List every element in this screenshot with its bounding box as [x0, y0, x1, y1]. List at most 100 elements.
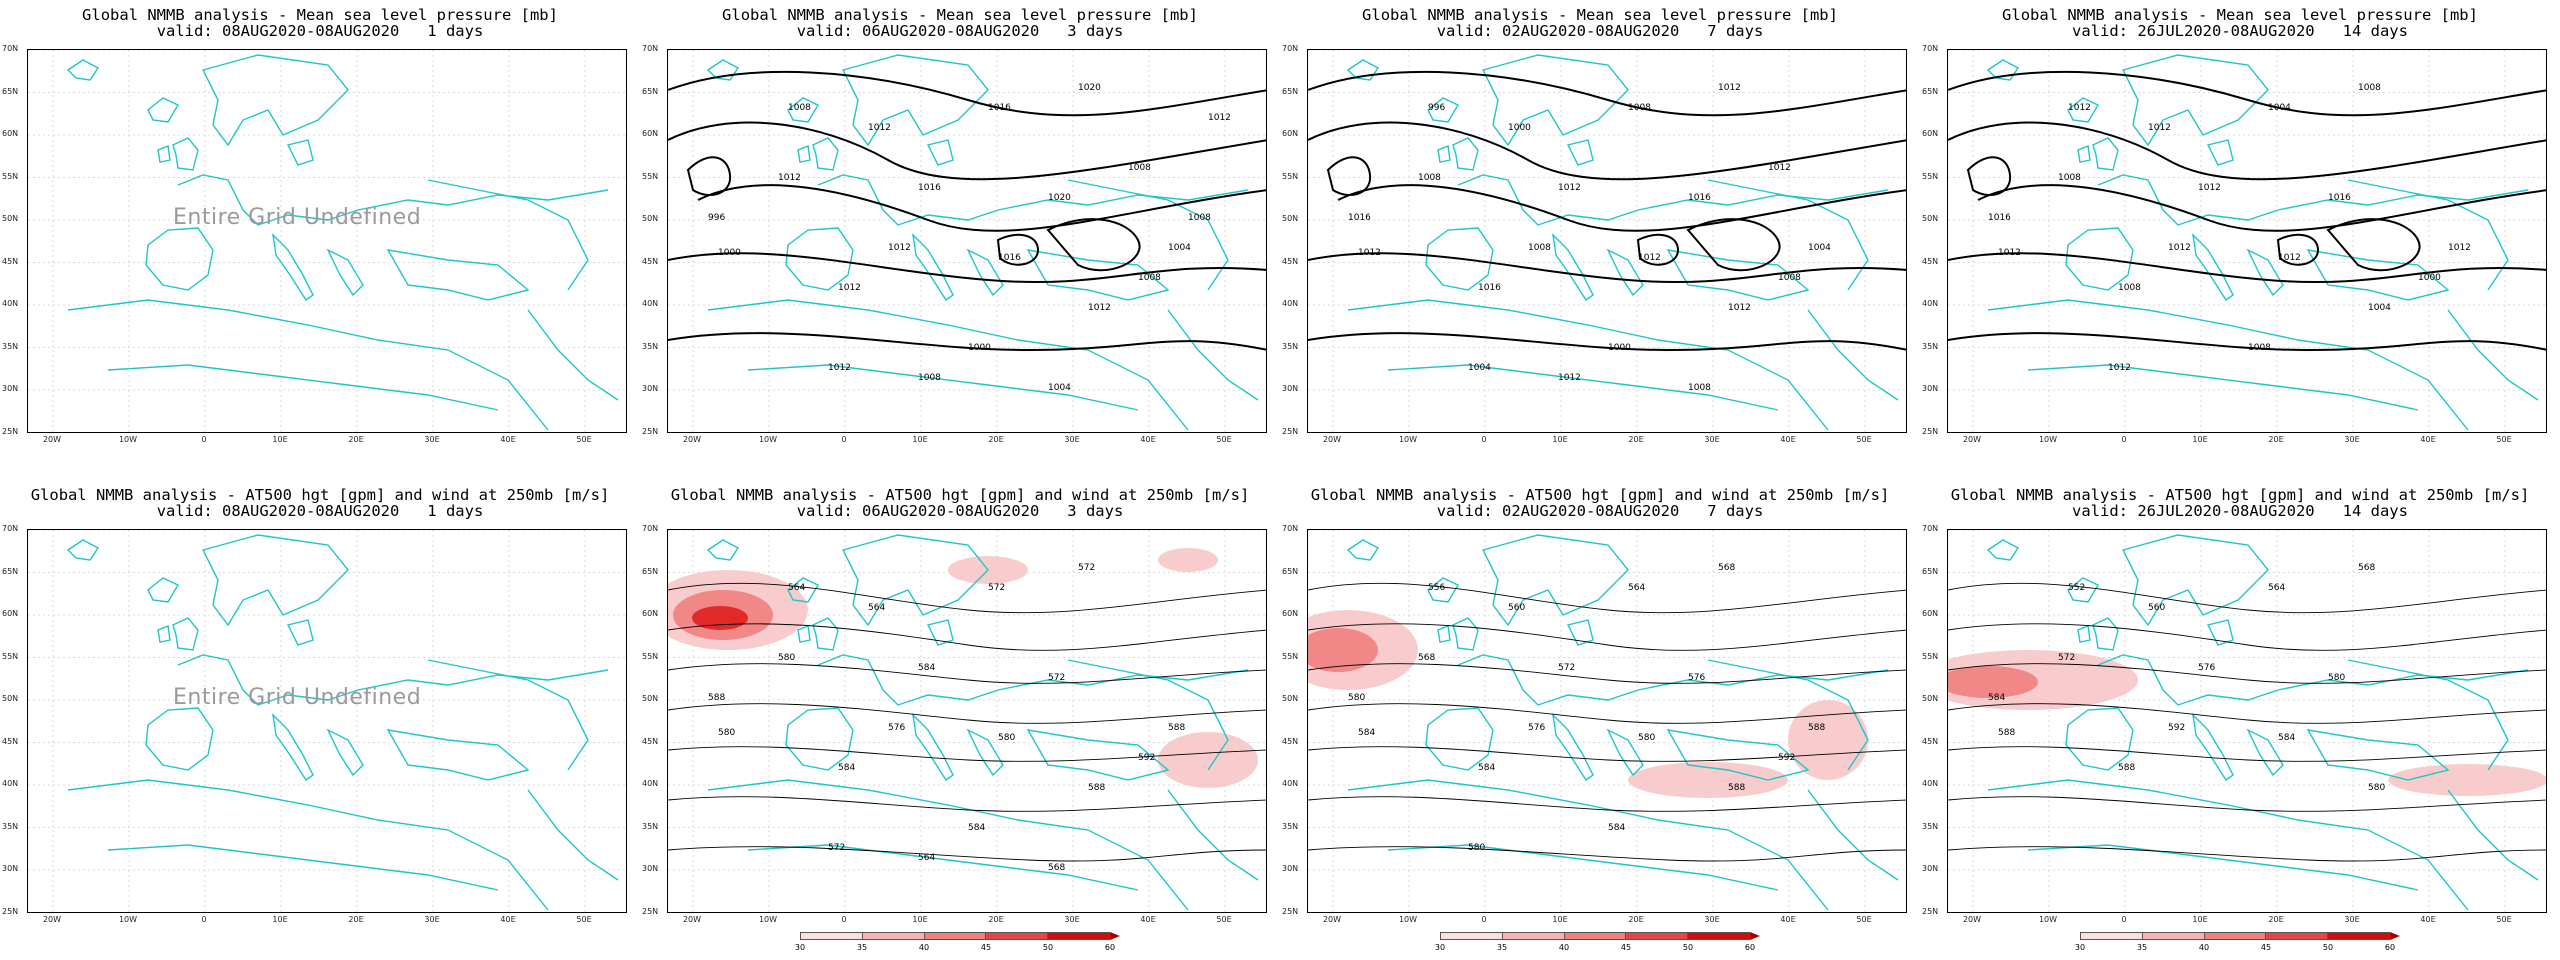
coastline	[1707, 179, 1869, 291]
contour-label: 1016	[998, 253, 1021, 263]
lat-label: 50N	[2, 214, 19, 223]
contour-label: 572	[1078, 563, 1095, 573]
height-contour	[668, 746, 1266, 762]
contour-label: 584	[968, 823, 985, 833]
coastline	[1425, 227, 1494, 291]
isobar	[668, 121, 1266, 181]
coastline	[1551, 713, 1594, 781]
colorbar-max-arrow	[2390, 932, 2400, 940]
isobar	[996, 233, 1040, 266]
colorbar-tick: 35	[1496, 943, 1508, 952]
colorbar-cell	[1501, 932, 1564, 940]
coastline	[2347, 659, 2509, 771]
coastline	[1666, 729, 1810, 781]
contour-label: 584	[2278, 733, 2295, 743]
coastline	[177, 654, 609, 706]
coastline	[326, 248, 364, 297]
contour-label: 564	[1628, 583, 1645, 593]
lon-label: 20W	[682, 435, 702, 444]
colorbar-tick: 30	[1434, 943, 1446, 952]
coastline	[817, 654, 1249, 706]
contour-label: 592	[1778, 753, 1795, 763]
coastline	[1457, 174, 1889, 226]
isobar	[1337, 184, 1906, 232]
contour-label: 572	[1558, 663, 1575, 673]
isobar	[1308, 252, 1906, 284]
lat-label: 50N	[1282, 214, 1299, 223]
lon-label: 40E	[500, 915, 516, 924]
colorbar-max-arrow	[1750, 932, 1760, 940]
lon-label: 10E	[272, 435, 288, 444]
coastline	[427, 179, 589, 291]
coastline	[2121, 54, 2269, 147]
isobar	[686, 156, 732, 196]
coastline	[2065, 227, 2134, 291]
lon-label: 30E	[1064, 435, 1080, 444]
colorbar-cell	[1047, 932, 1110, 940]
wind-shading	[1308, 628, 1378, 672]
lon-label: 50E	[576, 915, 592, 924]
contour-label: 1016	[1478, 283, 1501, 293]
panel-title: Global NMMB analysis - Mean sea level pr…	[722, 6, 1198, 24]
lon-label: 40E	[1140, 915, 1156, 924]
lat-label: 50N	[1922, 214, 1939, 223]
isobar	[2326, 218, 2421, 272]
panel-z500-14days: Global NMMB analysis - AT500 hgt [gpm] a…	[1920, 480, 2560, 960]
lat-label: 45N	[1922, 736, 1939, 746]
lon-label: 10E	[2192, 435, 2208, 444]
coastline	[841, 54, 989, 147]
colorbar-cell	[1687, 932, 1750, 940]
colorbar-tick: 40	[1558, 943, 1570, 952]
lon-label: 50E	[2496, 435, 2512, 444]
panel-z500-7days: Global NMMB analysis - AT500 hgt [gpm] a…	[1280, 480, 1920, 960]
contour-label: 1016	[1988, 213, 2011, 223]
lon-label: 10W	[1398, 915, 1418, 924]
height-contour	[1308, 582, 1906, 614]
lon-label: 10W	[1398, 435, 1418, 444]
map-plot: 564 564 572 572 580 584 572 588 580 576 580 584 588 5…	[668, 530, 1266, 912]
lat-label: 25N	[2, 906, 19, 916]
lat-label: 45N	[642, 256, 659, 266]
lon-label: 10E	[912, 435, 928, 444]
contour-label: 568	[1418, 653, 1435, 663]
isobar	[1046, 218, 1141, 272]
contour-label: 1012	[2068, 103, 2091, 113]
lon-label: 20E	[1628, 915, 1644, 924]
lat-label: 50N	[642, 694, 659, 703]
coastline	[286, 619, 314, 646]
isobar	[1308, 121, 1906, 181]
contour-label: 1008	[1688, 383, 1711, 393]
height-contour	[668, 663, 1266, 684]
lat-label: 55N	[2, 651, 19, 661]
contour-label: 1012	[888, 243, 911, 253]
contour-label: 1000	[718, 248, 741, 258]
lon-label: 10E	[1552, 435, 1568, 444]
colorbar-tick: 60	[1104, 943, 1116, 952]
contour-label: 584	[1478, 763, 1495, 773]
colorbar-cell	[985, 932, 1048, 940]
contour-label: 564	[868, 603, 885, 613]
height-contour	[1948, 846, 2546, 862]
coastline	[1987, 299, 2469, 431]
coastline	[1457, 654, 1889, 706]
height-contour	[668, 582, 1266, 614]
contour-label: 1008	[2358, 83, 2381, 93]
lat-label: 40N	[1922, 779, 1939, 788]
contour-label: 592	[2168, 723, 2185, 733]
coastline	[1347, 299, 1829, 431]
isobar	[1326, 156, 1372, 196]
coastline	[966, 248, 1004, 297]
contour-label: 1008	[2118, 283, 2141, 293]
coastline	[66, 539, 100, 561]
lon-label: 20E	[348, 915, 364, 924]
coastline	[1566, 139, 1594, 166]
height-contour	[1308, 623, 1906, 651]
height-contour	[1948, 623, 2546, 651]
contour-label: 1008	[1628, 103, 1651, 113]
coastline	[707, 299, 1189, 431]
map-frame: 1012 1012 1004 1008 1008 1012 1016 1016 1012 1012…	[1947, 49, 2547, 433]
contour-label: 1008	[1528, 243, 1551, 253]
lon-label: 0	[201, 915, 207, 924]
contour-label: 1008	[1138, 273, 1161, 283]
height-contour	[668, 703, 1266, 724]
